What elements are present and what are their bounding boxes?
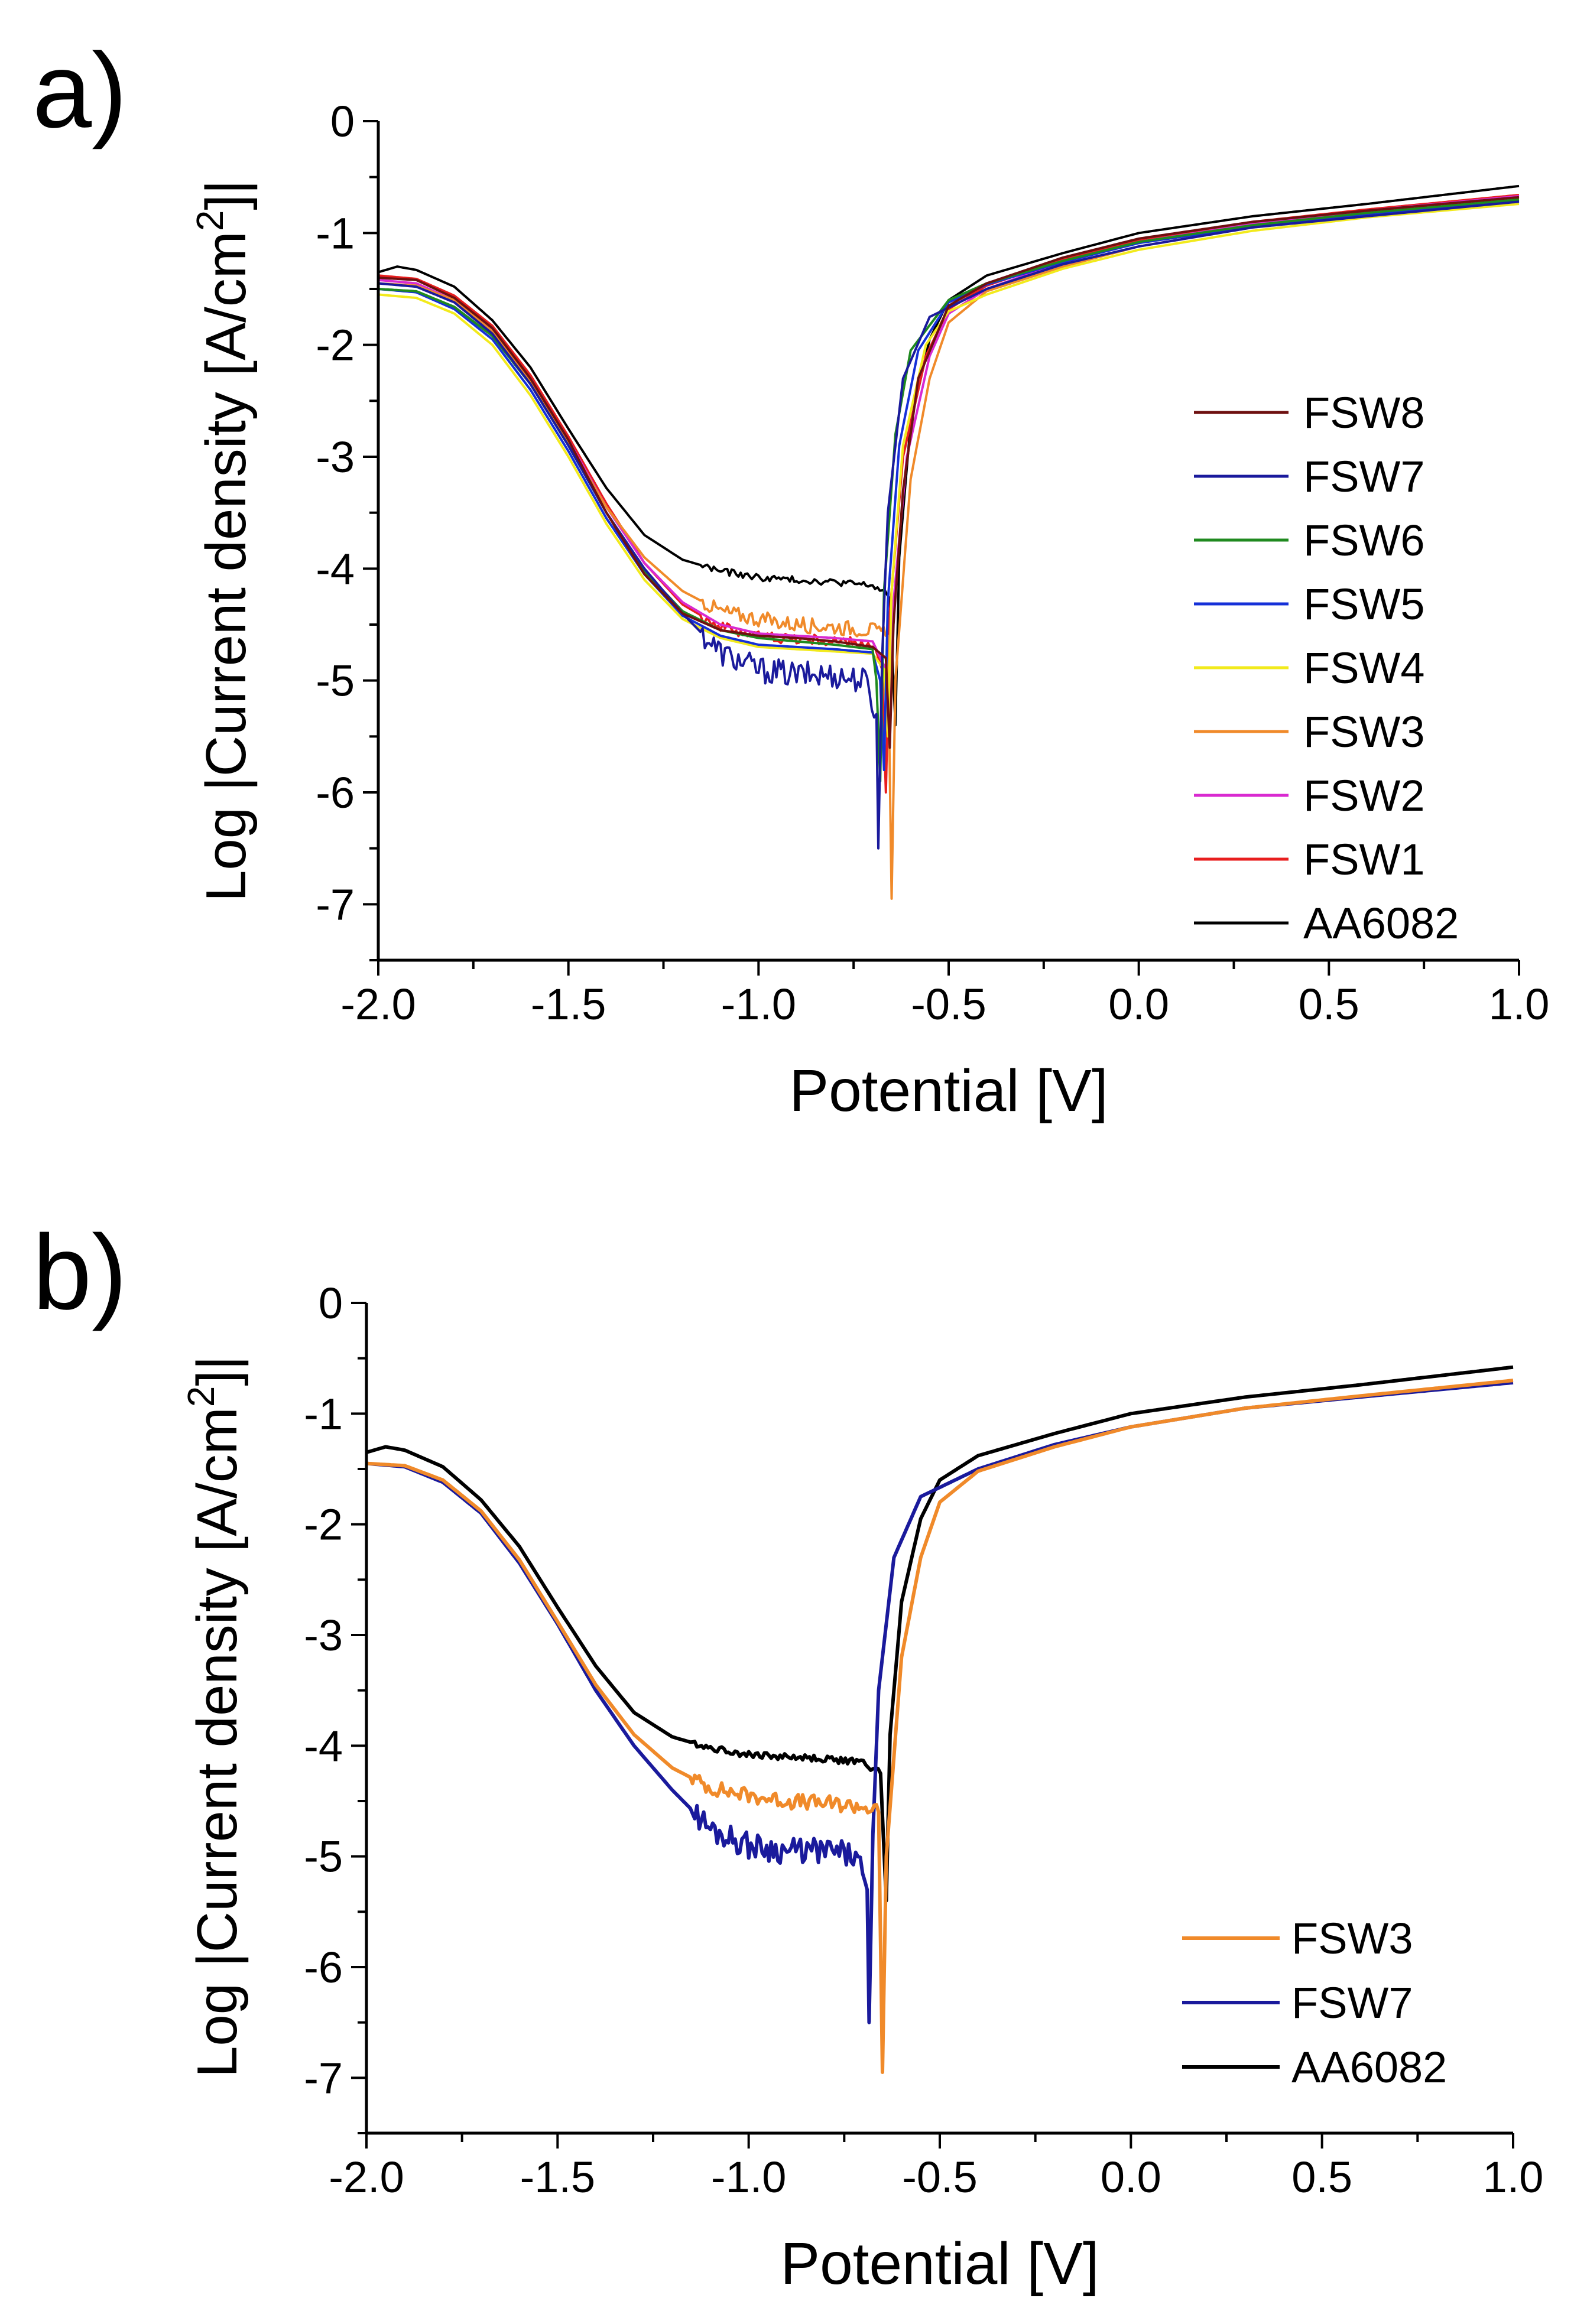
- panel-b-xtick-label: 1.0: [1483, 2153, 1544, 2202]
- legend-item: FSW7: [1182, 1978, 1413, 2027]
- panel-a-xtick-label: -2.0: [340, 980, 416, 1029]
- panel-a-xtick-label: 0.0: [1108, 980, 1169, 1029]
- series-line-fsw7: [378, 200, 1520, 850]
- panel-b-xtick-label: -1.5: [520, 2153, 596, 2202]
- panel-b-ticks: [351, 1302, 1514, 2149]
- legend-label: FSW3: [1303, 707, 1425, 756]
- legend-label: AA6082: [1303, 899, 1459, 948]
- panel-b-ytick-label: -7: [304, 2053, 343, 2102]
- panel-b-xtick-label: 0.0: [1101, 2153, 1161, 2202]
- legend-item: FSW3: [1182, 1914, 1413, 1963]
- panel-a-ytick-label: -2: [316, 321, 355, 370]
- legend-label: FSW5: [1303, 580, 1425, 629]
- panel-a-ylabel: Log |Current density [A/cm2]|: [189, 180, 258, 902]
- legend-label: FSW7: [1291, 1978, 1413, 2027]
- legend-item: AA6082: [1182, 2043, 1447, 2092]
- legend-item: FSW1: [1194, 835, 1425, 884]
- panel-a-ytick-label: -6: [316, 768, 355, 817]
- panel-b-ylabel-sup: 2: [180, 1386, 222, 1408]
- panel-a-series: [378, 184, 1520, 900]
- panel-b-xlabel: Potential [V]: [780, 2231, 1099, 2297]
- panel-b-xtick-label: 0.5: [1291, 2153, 1352, 2202]
- legend-label: FSW6: [1303, 516, 1425, 565]
- legend-item: FSW5: [1194, 580, 1425, 629]
- panel-a-ylabel-end: ]|: [194, 180, 258, 210]
- panel-a-legend: FSW8 FSW7 FSW6 FSW5 FSW4 FSW3 FSW2 FSW1 …: [1194, 388, 1459, 948]
- panel-b-ylabel: Log |Current density [A/cm2]|: [180, 1356, 249, 2078]
- panel-a-ticks: [363, 120, 1520, 976]
- panel-a-xtick-label: 0.5: [1299, 980, 1359, 1029]
- panel-a-xtick-labels: -2.0 -1.5 -1.0 -0.5 0.0 0.5 1.0: [340, 980, 1549, 1029]
- panel-b-ytick-label: -5: [304, 1832, 343, 1881]
- panel-a-ylabel-sup: 2: [189, 210, 231, 232]
- panel-b-xtick-label: -1.0: [711, 2153, 787, 2202]
- panel-b-ytick-label: -3: [304, 1611, 343, 1660]
- panel-b-legend: FSW3 FSW7 AA6082: [1182, 1914, 1447, 2092]
- panel-b-ylabel-main: Log |Current density [A/cm: [186, 1407, 249, 2078]
- panel-a-ylabel-main: Log |Current density [A/cm: [194, 231, 258, 902]
- panel-a-xtick-label: -1.0: [721, 980, 797, 1029]
- series-line-fsw8: [378, 196, 1520, 749]
- panel-b-xtick-label: -2.0: [329, 2153, 404, 2202]
- legend-label: FSW2: [1303, 771, 1425, 820]
- legend-item: AA6082: [1194, 899, 1459, 948]
- panel-b-ylabel-end: ]|: [186, 1356, 249, 1386]
- legend-label: FSW4: [1303, 643, 1425, 693]
- panel-a-ytick-label: -7: [316, 880, 355, 929]
- panel-b-xtick-label: -0.5: [902, 2153, 978, 2202]
- panel-a-ytick-label: 0: [330, 97, 355, 146]
- panel-a-ytick-label: -3: [316, 433, 355, 482]
- panel-b-series: [366, 1365, 1514, 2074]
- panel-b: b) -2.0 -1.5 -1.0 -0.5 0.0 0.5 1.0 0 -1 …: [33, 1213, 1543, 2297]
- panel-a-ytick-labels: 0 -1 -2 -3 -4 -5 -6 -7: [316, 97, 355, 929]
- panel-b-ytick-label: -2: [304, 1500, 343, 1549]
- legend-item: FSW3: [1194, 707, 1425, 756]
- panel-b-ytick-label: -6: [304, 1943, 343, 1992]
- legend-label: FSW1: [1303, 835, 1425, 884]
- panel-b-ytick-label: 0: [319, 1279, 343, 1328]
- legend-item: FSW6: [1194, 516, 1425, 565]
- panel-a-label: a): [33, 31, 127, 150]
- panel-b-label: b): [33, 1213, 127, 1332]
- panel-b-ytick-labels: 0 -1 -2 -3 -4 -5 -6 -7: [304, 1279, 343, 2102]
- panel-a: a) -2.0 -1.5 -1.0 -0.5 0.0 0.5 1.0 0 -1 …: [33, 31, 1549, 1124]
- legend-label: FSW8: [1303, 388, 1425, 437]
- panel-a-xtick-label: -0.5: [911, 980, 986, 1029]
- legend-label: FSW3: [1291, 1914, 1413, 1963]
- panel-a-ytick-label: -1: [316, 209, 355, 258]
- panel-a-ytick-label: -4: [316, 544, 355, 593]
- panel-a-xtick-label: 1.0: [1489, 980, 1550, 1029]
- panel-a-xlabel: Potential [V]: [789, 1058, 1108, 1124]
- panel-b-ytick-label: -1: [304, 1389, 343, 1438]
- legend-item: FSW8: [1194, 388, 1425, 437]
- legend-item: FSW2: [1194, 771, 1425, 820]
- legend-label: FSW7: [1303, 452, 1425, 501]
- legend-item: FSW4: [1194, 643, 1425, 693]
- legend-label: AA6082: [1291, 2043, 1447, 2092]
- panel-a-ytick-label: -5: [316, 656, 355, 706]
- panel-b-xtick-labels: -2.0 -1.5 -1.0 -0.5 0.0 0.5 1.0: [329, 2153, 1543, 2202]
- panel-a-xtick-label: -1.5: [531, 980, 606, 1029]
- series-line-fsw3: [366, 1379, 1514, 2074]
- panel-b-ytick-label: -4: [304, 1721, 343, 1770]
- legend-item: FSW7: [1194, 452, 1425, 501]
